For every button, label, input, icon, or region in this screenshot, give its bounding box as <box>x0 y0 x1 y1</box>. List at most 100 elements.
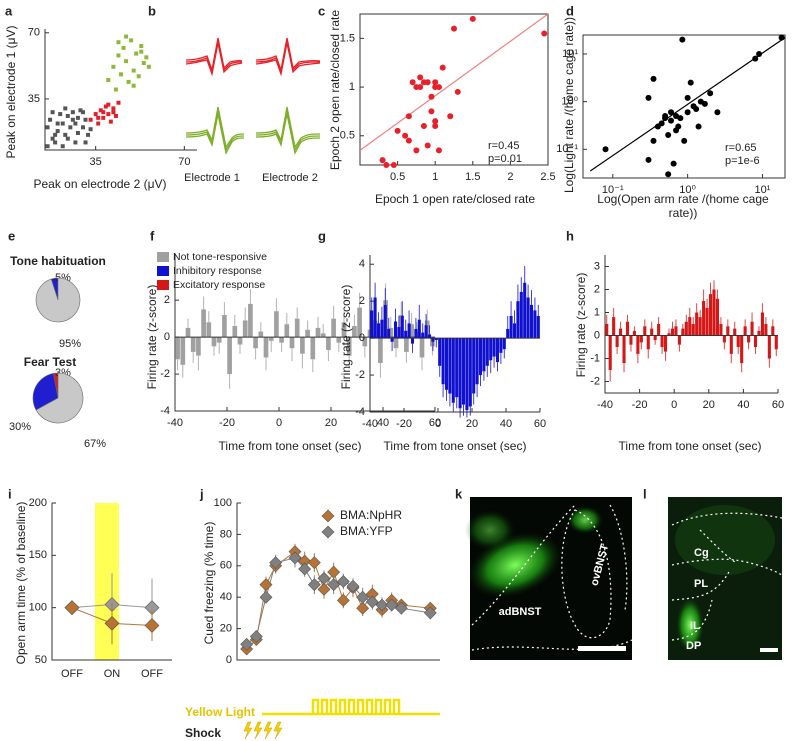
x-tick-label: 10⁻¹ <box>602 184 624 196</box>
point <box>146 64 151 69</box>
point <box>116 100 121 105</box>
bar <box>529 304 534 339</box>
point <box>435 147 442 154</box>
point <box>650 137 657 144</box>
point <box>317 582 331 596</box>
bar <box>729 335 733 354</box>
x-tick-label: -20 <box>632 399 648 411</box>
point <box>111 110 116 115</box>
legend-swatch <box>157 266 169 276</box>
bar <box>667 333 671 336</box>
y-tick-label: 0.5 <box>340 130 355 142</box>
y-tick-label: 200 <box>29 497 47 509</box>
point <box>417 74 424 81</box>
bar <box>536 315 540 339</box>
y-tick-label: 10¹ <box>562 48 578 60</box>
bar <box>185 327 191 338</box>
point <box>45 144 50 149</box>
y-tick-label: 150 <box>29 549 47 561</box>
y-tick-label: 0 <box>359 332 365 344</box>
y-axis-label: Firing rate (z-score) <box>574 273 588 378</box>
bar <box>660 335 664 347</box>
bar <box>397 327 401 339</box>
point <box>70 110 75 115</box>
y-tick-label: 2 <box>359 295 365 307</box>
bar <box>175 337 180 360</box>
bar <box>509 315 513 339</box>
bar <box>190 337 196 352</box>
point <box>432 118 439 125</box>
bar <box>619 328 623 336</box>
annotation: p=1e-6 <box>725 155 760 167</box>
point <box>447 113 454 120</box>
point <box>665 131 672 138</box>
y-tick-label: 2 <box>164 294 170 306</box>
bar <box>284 324 290 338</box>
x-tick-label: 60 <box>429 417 441 429</box>
bar <box>753 335 758 347</box>
point <box>428 108 435 115</box>
panel-letter: e <box>8 228 15 243</box>
point <box>394 601 408 615</box>
bar <box>774 335 778 350</box>
bar <box>455 338 459 398</box>
point <box>240 637 254 651</box>
y-tick-label: 100 <box>29 602 47 614</box>
point <box>75 130 80 135</box>
point <box>288 551 302 565</box>
pie-title: Fear Test <box>24 355 76 369</box>
bar <box>222 314 227 338</box>
y-tick-label: 100 <box>214 497 232 509</box>
point <box>106 112 111 117</box>
point <box>50 110 55 115</box>
x-tick-label: -20 <box>396 418 412 430</box>
panel-letter: j <box>199 486 204 501</box>
x-tick-label: -40 <box>362 418 378 430</box>
bar <box>357 307 362 338</box>
point <box>424 142 431 149</box>
bar <box>300 337 305 354</box>
point <box>356 601 370 615</box>
y-tick-label: -1 <box>590 352 600 364</box>
bar <box>691 324 695 336</box>
point <box>53 140 58 145</box>
point <box>124 59 129 64</box>
bar <box>421 332 425 339</box>
point <box>108 119 113 124</box>
point <box>677 115 684 122</box>
bar <box>336 337 342 343</box>
y-tick-label: 20 <box>220 623 232 635</box>
bar <box>519 291 523 339</box>
x-tick-label: OFF <box>141 668 163 680</box>
bar <box>657 324 661 336</box>
point <box>53 132 58 137</box>
bar <box>499 338 503 353</box>
bar <box>448 338 452 394</box>
bar <box>736 335 740 347</box>
legend-marker <box>321 525 335 539</box>
y-axis-label: Firing rate (z-score) <box>145 285 159 390</box>
x-tick-label: 20 <box>466 418 478 430</box>
bar <box>404 330 408 339</box>
bar <box>180 337 186 365</box>
fit-line <box>359 13 549 151</box>
bar <box>750 321 754 336</box>
point <box>65 113 70 118</box>
bar <box>305 329 310 338</box>
point <box>50 136 55 141</box>
point <box>435 84 442 91</box>
point <box>249 630 263 643</box>
point <box>298 562 312 576</box>
bar <box>715 298 720 336</box>
point <box>139 49 144 54</box>
point <box>662 115 669 122</box>
bar <box>376 323 381 339</box>
x-tick-label: -40 <box>597 399 613 411</box>
legend-label: BMA:YFP <box>340 524 393 538</box>
bar <box>468 338 472 407</box>
point <box>679 36 686 43</box>
bar <box>632 330 636 336</box>
annotation: r=0.45 <box>488 140 520 152</box>
waveforms <box>185 37 321 155</box>
bar <box>726 326 730 336</box>
